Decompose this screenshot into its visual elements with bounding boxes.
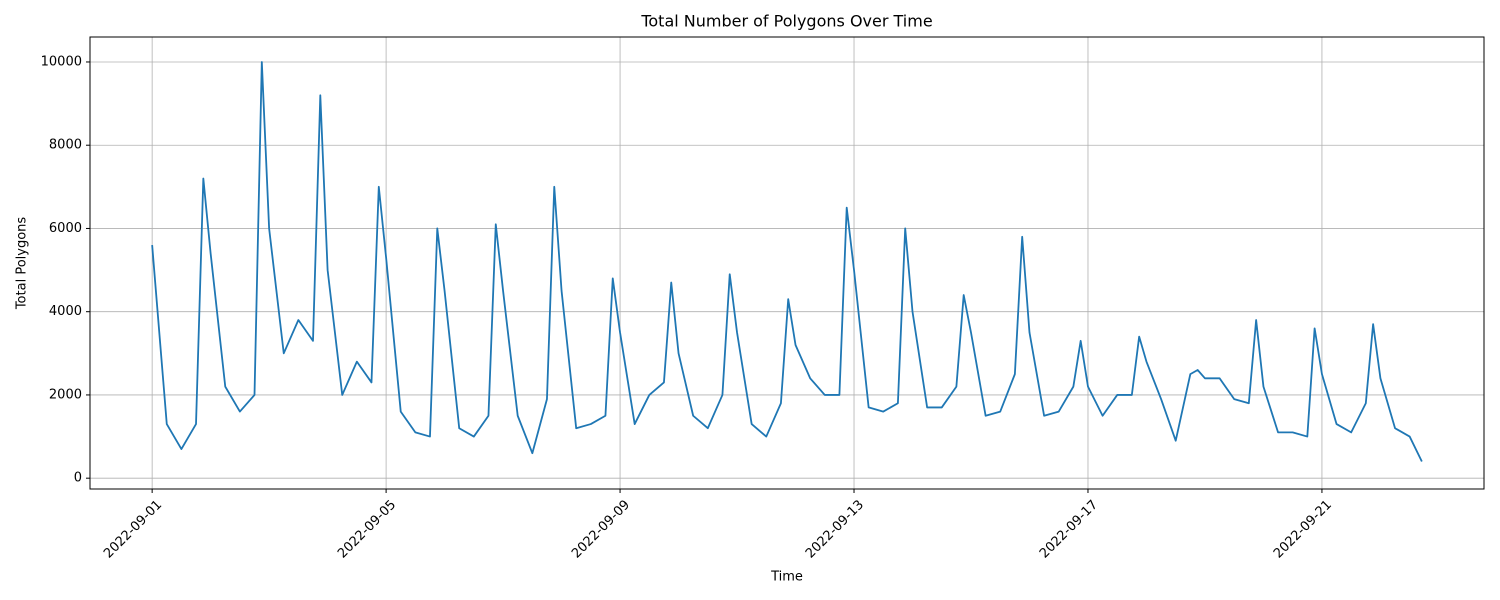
data-line [151, 61, 1423, 462]
plot-frame [89, 36, 1485, 490]
chart-title: Total Number of Polygons Over Time [640, 12, 932, 31]
y-tick-label: 0 [74, 471, 82, 486]
y-tick-label: 10000 [41, 54, 82, 69]
x-axis-label: Time [770, 570, 803, 585]
y-tick-label: 2000 [49, 387, 82, 402]
y-tick-label: 4000 [49, 304, 82, 319]
y-tick-label: 8000 [49, 138, 82, 153]
y-tick-label: 6000 [49, 221, 82, 236]
y-axis-label: Total Polygons [15, 217, 30, 311]
